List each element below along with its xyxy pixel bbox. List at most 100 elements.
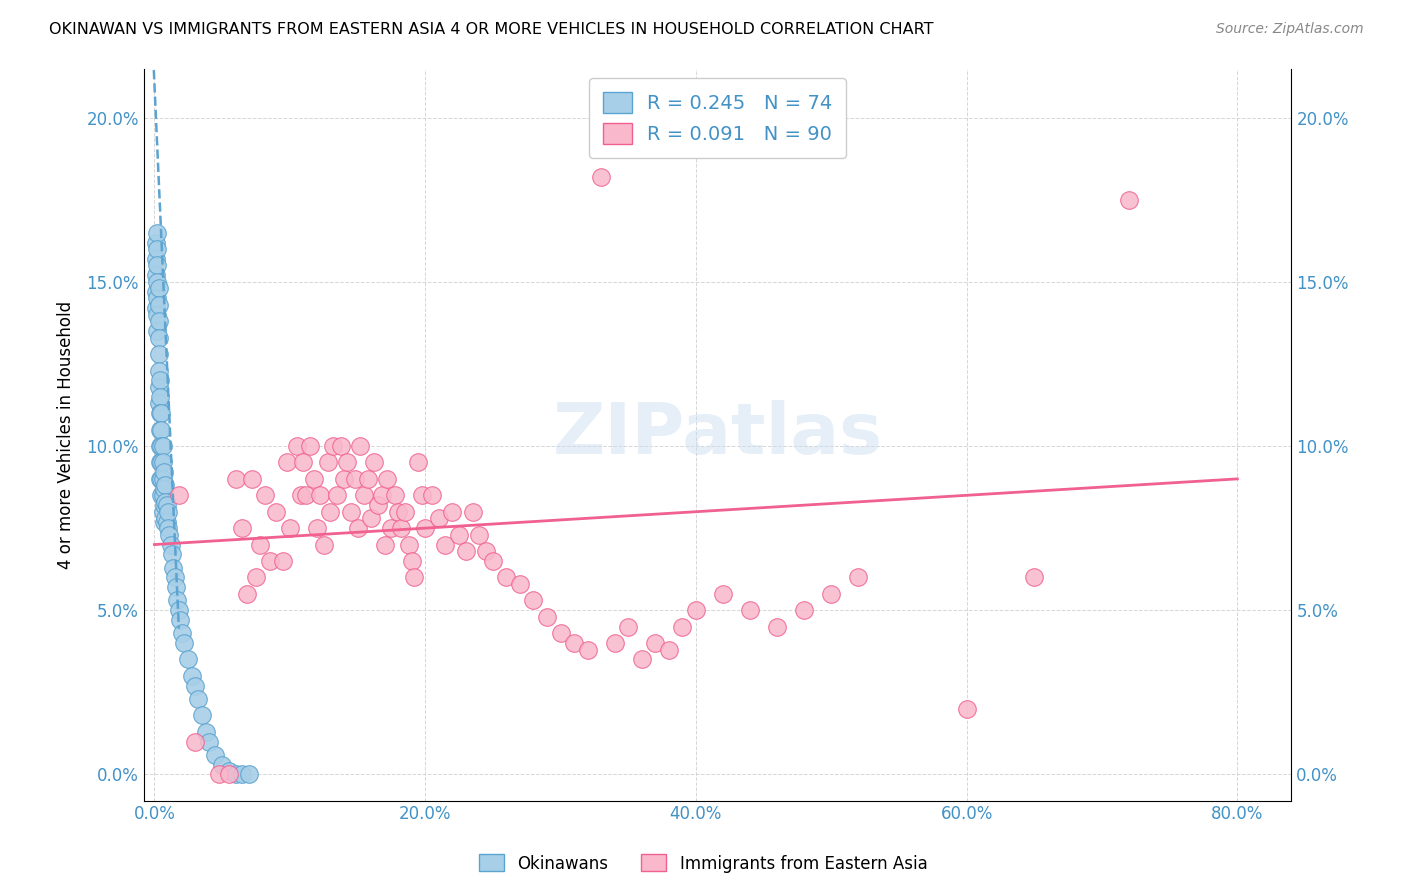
Immigrants from Eastern Asia xyxy=(208,767,231,781)
Okinawans xyxy=(150,439,173,453)
Immigrants from Eastern Asia xyxy=(658,642,681,657)
Immigrants from Eastern Asia xyxy=(235,587,257,601)
Okinawans xyxy=(197,734,219,748)
Immigrants from Eastern Asia xyxy=(420,488,443,502)
Okinawans xyxy=(146,324,169,338)
Okinawans xyxy=(156,521,179,535)
Okinawans xyxy=(146,259,169,273)
Immigrants from Eastern Asia xyxy=(1118,193,1140,207)
Immigrants from Eastern Asia xyxy=(427,511,450,525)
Okinawans xyxy=(150,423,173,437)
Okinawans xyxy=(155,478,177,492)
Okinawans xyxy=(150,455,173,469)
Immigrants from Eastern Asia xyxy=(495,570,517,584)
Immigrants from Eastern Asia xyxy=(591,169,613,184)
Immigrants from Eastern Asia xyxy=(336,455,359,469)
Immigrants from Eastern Asia xyxy=(536,609,558,624)
Immigrants from Eastern Asia xyxy=(576,642,599,657)
Okinawans xyxy=(153,482,176,496)
Immigrants from Eastern Asia xyxy=(353,488,375,502)
Okinawans xyxy=(166,593,188,607)
Immigrants from Eastern Asia xyxy=(482,554,505,568)
Immigrants from Eastern Asia xyxy=(292,455,315,469)
Okinawans xyxy=(146,226,169,240)
Immigrants from Eastern Asia xyxy=(363,455,385,469)
Immigrants from Eastern Asia xyxy=(167,488,190,502)
Immigrants from Eastern Asia xyxy=(225,472,247,486)
Immigrants from Eastern Asia xyxy=(326,488,349,502)
Okinawans xyxy=(146,291,169,305)
Immigrants from Eastern Asia xyxy=(357,472,380,486)
Okinawans xyxy=(145,285,167,299)
Okinawans xyxy=(148,281,170,295)
Immigrants from Eastern Asia xyxy=(231,521,253,535)
Okinawans xyxy=(156,498,179,512)
Okinawans xyxy=(149,390,172,404)
Immigrants from Eastern Asia xyxy=(434,537,457,551)
Immigrants from Eastern Asia xyxy=(413,521,436,535)
Okinawans xyxy=(153,466,176,480)
Text: OKINAWAN VS IMMIGRANTS FROM EASTERN ASIA 4 OR MORE VEHICLES IN HOUSEHOLD CORRELA: OKINAWAN VS IMMIGRANTS FROM EASTERN ASIA… xyxy=(49,22,934,37)
Okinawans xyxy=(145,301,167,315)
Immigrants from Eastern Asia xyxy=(308,488,330,502)
Okinawans xyxy=(160,548,183,562)
Okinawans xyxy=(150,488,173,502)
Okinawans xyxy=(149,406,172,420)
Immigrants from Eastern Asia xyxy=(254,488,277,502)
Immigrants from Eastern Asia xyxy=(411,488,433,502)
Immigrants from Eastern Asia xyxy=(271,554,294,568)
Okinawans xyxy=(150,406,173,420)
Immigrants from Eastern Asia xyxy=(302,472,325,486)
Immigrants from Eastern Asia xyxy=(394,505,416,519)
Okinawans xyxy=(181,669,204,683)
Immigrants from Eastern Asia xyxy=(295,488,318,502)
Immigrants from Eastern Asia xyxy=(766,619,789,633)
Okinawans xyxy=(148,380,170,394)
Immigrants from Eastern Asia xyxy=(184,734,207,748)
Immigrants from Eastern Asia xyxy=(276,455,298,469)
Legend: Okinawans, Immigrants from Eastern Asia: Okinawans, Immigrants from Eastern Asia xyxy=(472,847,934,880)
Immigrants from Eastern Asia xyxy=(387,505,409,519)
Okinawans xyxy=(148,347,170,361)
Immigrants from Eastern Asia xyxy=(955,702,977,716)
Okinawans xyxy=(211,757,233,772)
Immigrants from Eastern Asia xyxy=(312,537,335,551)
Okinawans xyxy=(177,652,200,666)
Immigrants from Eastern Asia xyxy=(290,488,312,502)
Immigrants from Eastern Asia xyxy=(278,521,301,535)
Okinawans xyxy=(204,747,226,762)
Okinawans xyxy=(153,498,176,512)
Immigrants from Eastern Asia xyxy=(374,537,396,551)
Immigrants from Eastern Asia xyxy=(398,537,420,551)
Legend: R = 0.245   N = 74, R = 0.091   N = 90: R = 0.245 N = 74, R = 0.091 N = 90 xyxy=(589,78,846,158)
Immigrants from Eastern Asia xyxy=(371,488,394,502)
Immigrants from Eastern Asia xyxy=(1024,570,1046,584)
Okinawans xyxy=(148,396,170,410)
Okinawans xyxy=(153,515,176,529)
Okinawans xyxy=(148,331,170,345)
Immigrants from Eastern Asia xyxy=(346,521,368,535)
Okinawans xyxy=(165,580,187,594)
Immigrants from Eastern Asia xyxy=(322,439,344,453)
Immigrants from Eastern Asia xyxy=(468,527,491,541)
Text: ZIPatlas: ZIPatlas xyxy=(553,401,883,469)
Immigrants from Eastern Asia xyxy=(475,544,498,558)
Immigrants from Eastern Asia xyxy=(259,554,281,568)
Okinawans xyxy=(145,235,167,250)
Immigrants from Eastern Asia xyxy=(349,439,371,453)
Okinawans xyxy=(146,242,169,256)
Immigrants from Eastern Asia xyxy=(685,603,707,617)
Okinawans xyxy=(149,439,172,453)
Immigrants from Eastern Asia xyxy=(343,472,366,486)
Okinawans xyxy=(157,527,180,541)
Immigrants from Eastern Asia xyxy=(305,521,328,535)
Okinawans xyxy=(152,488,174,502)
Okinawans xyxy=(145,252,167,266)
Okinawans xyxy=(191,708,214,723)
Immigrants from Eastern Asia xyxy=(820,587,842,601)
Immigrants from Eastern Asia xyxy=(404,570,426,584)
Immigrants from Eastern Asia xyxy=(401,554,423,568)
Okinawans xyxy=(156,505,179,519)
Okinawans xyxy=(169,613,191,627)
Okinawans xyxy=(150,472,173,486)
